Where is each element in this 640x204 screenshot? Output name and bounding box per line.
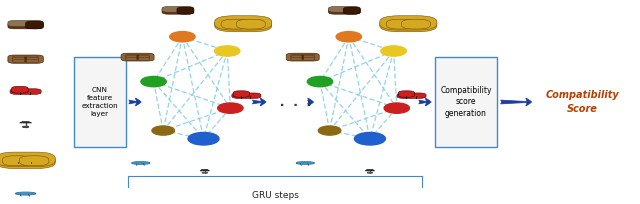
FancyBboxPatch shape — [401, 19, 431, 29]
Ellipse shape — [355, 132, 385, 145]
Circle shape — [137, 55, 138, 56]
FancyBboxPatch shape — [221, 19, 250, 29]
FancyBboxPatch shape — [328, 7, 360, 12]
Ellipse shape — [202, 172, 207, 173]
Ellipse shape — [367, 172, 372, 173]
FancyBboxPatch shape — [12, 86, 28, 93]
FancyBboxPatch shape — [0, 154, 55, 169]
FancyBboxPatch shape — [0, 152, 55, 167]
FancyBboxPatch shape — [125, 55, 150, 59]
FancyBboxPatch shape — [10, 89, 41, 94]
Ellipse shape — [17, 193, 34, 194]
FancyBboxPatch shape — [13, 58, 38, 61]
FancyBboxPatch shape — [398, 91, 415, 97]
FancyBboxPatch shape — [8, 22, 44, 29]
Text: CNN
feature
extraction
layer: CNN feature extraction layer — [81, 87, 118, 117]
FancyBboxPatch shape — [286, 53, 319, 61]
Ellipse shape — [214, 46, 240, 56]
FancyBboxPatch shape — [344, 7, 360, 14]
Ellipse shape — [336, 32, 362, 42]
FancyBboxPatch shape — [435, 57, 497, 147]
FancyBboxPatch shape — [13, 56, 38, 59]
FancyBboxPatch shape — [214, 16, 272, 30]
Ellipse shape — [132, 162, 150, 164]
FancyBboxPatch shape — [291, 54, 314, 57]
Circle shape — [25, 57, 26, 58]
FancyBboxPatch shape — [8, 20, 44, 27]
FancyBboxPatch shape — [162, 7, 194, 12]
FancyBboxPatch shape — [13, 60, 38, 63]
FancyBboxPatch shape — [291, 55, 314, 59]
FancyBboxPatch shape — [386, 19, 415, 29]
Text: GRU steps: GRU steps — [252, 191, 299, 200]
FancyBboxPatch shape — [232, 93, 261, 98]
FancyBboxPatch shape — [397, 93, 426, 98]
FancyBboxPatch shape — [162, 8, 194, 14]
Ellipse shape — [152, 126, 175, 135]
FancyBboxPatch shape — [214, 18, 272, 32]
Circle shape — [302, 55, 303, 56]
FancyBboxPatch shape — [380, 18, 437, 32]
Ellipse shape — [188, 132, 219, 145]
FancyBboxPatch shape — [74, 57, 126, 147]
Ellipse shape — [318, 126, 341, 135]
Ellipse shape — [298, 162, 313, 164]
Ellipse shape — [381, 46, 406, 56]
FancyBboxPatch shape — [121, 53, 154, 61]
Ellipse shape — [296, 162, 314, 164]
FancyBboxPatch shape — [291, 57, 314, 60]
Polygon shape — [19, 122, 32, 123]
FancyBboxPatch shape — [236, 19, 266, 29]
Text: Compatibility
score
generation: Compatibility score generation — [440, 86, 492, 118]
FancyBboxPatch shape — [8, 55, 44, 63]
FancyBboxPatch shape — [3, 156, 32, 166]
Ellipse shape — [22, 126, 29, 127]
FancyBboxPatch shape — [26, 21, 44, 29]
Ellipse shape — [170, 32, 195, 42]
FancyBboxPatch shape — [177, 7, 194, 14]
Polygon shape — [365, 169, 374, 171]
FancyBboxPatch shape — [125, 54, 150, 57]
FancyBboxPatch shape — [233, 91, 250, 97]
FancyBboxPatch shape — [19, 156, 49, 166]
Ellipse shape — [141, 76, 166, 87]
FancyBboxPatch shape — [328, 8, 360, 14]
Ellipse shape — [384, 103, 410, 113]
Polygon shape — [200, 169, 209, 171]
Text: .  .  .: . . . — [271, 95, 312, 109]
Ellipse shape — [16, 192, 35, 195]
Ellipse shape — [307, 76, 333, 87]
Ellipse shape — [133, 162, 148, 164]
FancyBboxPatch shape — [125, 57, 150, 60]
FancyBboxPatch shape — [380, 16, 437, 30]
Ellipse shape — [218, 103, 243, 113]
Text: Compatibility
Score: Compatibility Score — [545, 90, 620, 114]
